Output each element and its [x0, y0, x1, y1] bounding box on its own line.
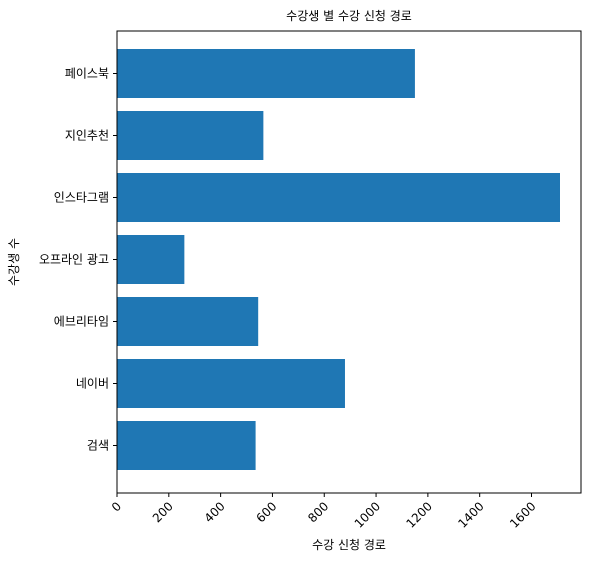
x-tick-label: 800	[305, 499, 331, 525]
x-tick-label: 400	[202, 499, 228, 525]
x-tick-label: 0	[109, 499, 124, 514]
x-tick-label: 1200	[403, 499, 434, 530]
x-axis-title: 수강 신청 경로	[312, 538, 386, 552]
y-tick-label: 인스타그램	[54, 191, 109, 205]
chart-title: 수강생 별 수강 신청 경로	[286, 9, 412, 23]
bar-0	[117, 49, 415, 98]
y-tick-label: 검색	[87, 439, 109, 453]
x-tick-label: 1600	[507, 499, 538, 530]
y-axis-title: 수강생 수	[7, 238, 21, 286]
y-tick-label: 페이스북	[65, 67, 109, 81]
bars-group	[117, 49, 560, 470]
bar-4	[117, 297, 259, 346]
bar-2	[117, 173, 560, 222]
plot-frame	[116, 30, 582, 494]
bar-3	[117, 235, 185, 284]
x-tick-label: 200	[150, 499, 176, 525]
y-tick-label: 지인추천	[65, 128, 109, 143]
x-tick-label: 1000	[352, 499, 383, 530]
y-tick-label: 네이버	[76, 377, 109, 391]
x-axis-ticks: 0 200 400 600 800 1000 1200 1400 1600	[109, 493, 539, 531]
bar-5	[117, 359, 345, 408]
bar-1	[117, 111, 264, 160]
y-tick-label: 오프라인 광고	[39, 253, 109, 267]
x-tick-label: 1400	[455, 499, 486, 530]
bar-6	[117, 421, 256, 470]
y-tick-label: 에브리타임	[54, 315, 109, 329]
x-tick-label: 600	[253, 499, 279, 525]
